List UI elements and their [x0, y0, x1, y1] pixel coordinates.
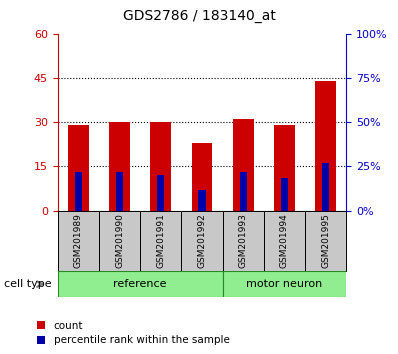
- Bar: [116, 172, 123, 211]
- Text: reference: reference: [113, 279, 167, 289]
- Bar: [315, 81, 336, 211]
- Bar: [99, 211, 140, 271]
- Text: GSM201994: GSM201994: [280, 213, 289, 268]
- Text: motor neuron: motor neuron: [246, 279, 322, 289]
- Bar: [222, 211, 264, 271]
- Bar: [192, 143, 212, 211]
- Bar: [58, 271, 222, 297]
- Bar: [274, 125, 295, 211]
- Bar: [150, 122, 171, 211]
- Bar: [281, 178, 288, 211]
- Bar: [140, 211, 181, 271]
- Bar: [264, 211, 305, 271]
- Text: GSM201995: GSM201995: [321, 213, 330, 268]
- Bar: [68, 125, 89, 211]
- Bar: [305, 211, 346, 271]
- Bar: [109, 122, 130, 211]
- Bar: [75, 172, 82, 211]
- Bar: [181, 211, 222, 271]
- Text: cell type: cell type: [4, 279, 52, 289]
- Bar: [240, 172, 247, 211]
- Bar: [222, 271, 346, 297]
- Bar: [322, 164, 329, 211]
- Bar: [233, 119, 254, 211]
- Bar: [157, 175, 164, 211]
- Text: GSM201992: GSM201992: [197, 213, 207, 268]
- Text: GDS2786 / 183140_at: GDS2786 / 183140_at: [123, 9, 275, 23]
- Text: GSM201991: GSM201991: [156, 213, 165, 268]
- Text: GSM201989: GSM201989: [74, 213, 83, 268]
- Bar: [198, 190, 206, 211]
- Text: GSM201993: GSM201993: [239, 213, 248, 268]
- Legend: count, percentile rank within the sample: count, percentile rank within the sample: [37, 321, 230, 345]
- Text: GSM201990: GSM201990: [115, 213, 124, 268]
- Bar: [58, 211, 99, 271]
